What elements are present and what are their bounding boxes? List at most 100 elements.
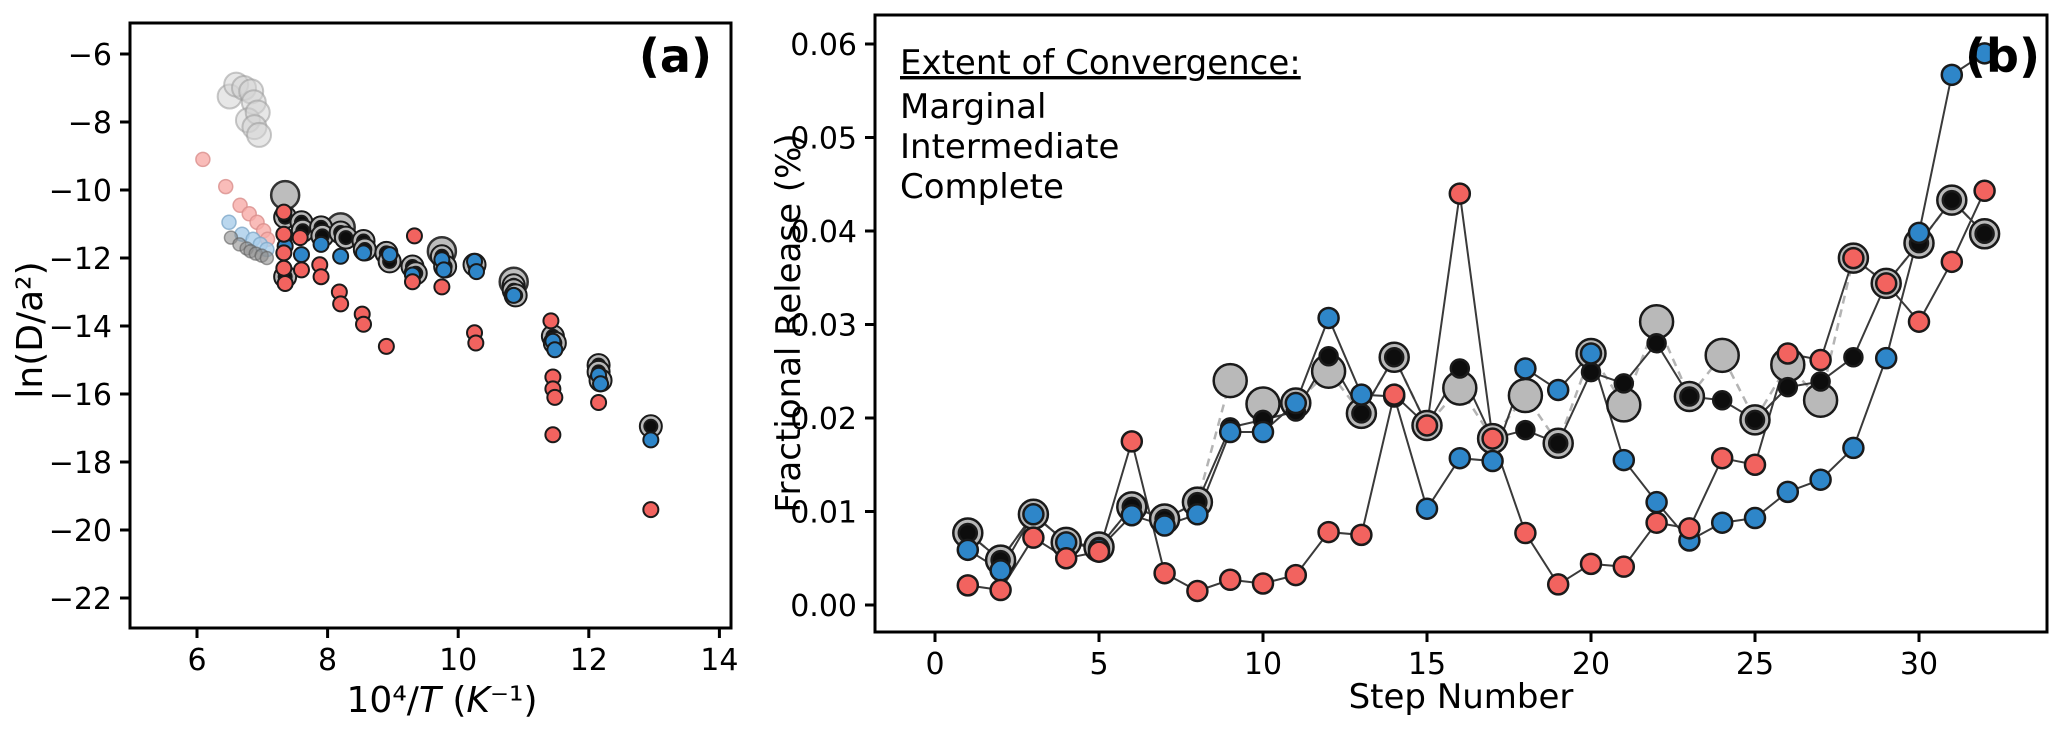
panel-a-y-tick-label: −14 (49, 310, 112, 345)
series-a-faded-large-gray (216, 71, 273, 148)
panel-a-y-tick-label: −16 (49, 378, 112, 413)
data-point-intermediate (1514, 357, 1537, 380)
data-point-intermediate (332, 247, 350, 265)
panel-a-x-tick-label: 10 (439, 643, 477, 678)
series-a-faded-complete (223, 230, 275, 266)
panel-b-x-tick-label: 30 (1900, 647, 1938, 682)
series-a-faded-marginal (195, 151, 276, 248)
data-point-marginal (1120, 430, 1144, 453)
data-point-marginal (989, 578, 1012, 602)
series-a-intermediate (276, 227, 660, 449)
legend: Extent of Convergence: Marginal Intermed… (900, 43, 1301, 207)
data-point-marginal (1382, 383, 1406, 406)
panel-b-y-axis-title: Fractional Release (%) (769, 133, 809, 512)
data-point-intermediate (1218, 420, 1242, 444)
data-point-marginal (956, 574, 980, 597)
data-point-marginal (642, 501, 660, 519)
data-point-intermediate (1645, 490, 1668, 514)
series-b-marginal (956, 179, 1996, 603)
data-point-intermediate (1481, 449, 1504, 473)
data-point-marginal (1579, 552, 1603, 576)
legend-item-marginal: Marginal (900, 87, 1046, 127)
data-point-marginal (1907, 310, 1931, 333)
data-point-complete (1318, 346, 1339, 367)
panel-b-y-tick-label: 0.01 (790, 496, 857, 531)
data-point-intermediate (1284, 391, 1308, 415)
panel-a-x-axis-title: 10⁴/T (K⁻¹) (347, 680, 538, 721)
data-point-marginal (546, 388, 564, 406)
data-point-intermediate (956, 538, 980, 562)
data-point-faded-intermediate (221, 214, 237, 231)
data-point-intermediate (1973, 42, 1996, 65)
data-point-marginal (1940, 250, 1964, 274)
data-point-marginal (1087, 540, 1111, 563)
data-point-intermediate (1350, 383, 1373, 406)
panel-b-y-tick-label: 0.06 (790, 28, 857, 63)
data-point-intermediate (1317, 306, 1340, 330)
data-point-marginal (275, 203, 293, 221)
data-point-marginal (292, 261, 310, 279)
data-point-marginal (1448, 182, 1472, 205)
panel-b-x-tick-label: 10 (1244, 647, 1282, 682)
data-point-intermediate (1120, 503, 1144, 527)
data-point-faded-marginal (195, 151, 211, 168)
data-point-complete (1547, 432, 1569, 454)
panel-a-y-tick-label: −22 (49, 582, 112, 617)
panel-b-y-tick-label: 0.03 (790, 309, 857, 344)
panel-a-y-tick-label: −6 (68, 38, 112, 73)
panel-b-x-axis-title: Step Number (1349, 677, 1574, 717)
legend-title: Extent of Convergence: (900, 43, 1301, 83)
panel-b-x-tick-label: 20 (1572, 647, 1610, 682)
data-point-complete (1711, 389, 1733, 411)
data-point-marginal (1350, 523, 1373, 547)
data-point-faded-complete (259, 250, 275, 266)
data-point-marginal (1153, 561, 1176, 585)
data-point-marginal (355, 315, 373, 333)
panel-b-y-tick-label: 0.04 (790, 215, 857, 250)
data-point-complete (1613, 373, 1635, 394)
data-point-intermediate (1186, 503, 1209, 526)
data-point-marginal (332, 295, 350, 313)
data-point-complete (1810, 371, 1831, 392)
data-point-marginal (433, 278, 451, 296)
panel-b-x-tick-label: 15 (1408, 647, 1446, 682)
data-point-gray-large (1212, 362, 1248, 399)
data-point-marginal (1186, 579, 1209, 603)
data-point-marginal (1842, 246, 1865, 270)
data-point-marginal (1678, 517, 1701, 540)
panel-a-x-tick-label: 6 (187, 643, 206, 678)
panel-b-y-tick-label: 0.05 (790, 122, 857, 157)
data-point-marginal (1546, 573, 1570, 596)
data-point-complete (1383, 346, 1405, 368)
data-point-intermediate (505, 286, 523, 304)
data-point-intermediate (1251, 420, 1275, 444)
data-point-marginal (291, 229, 309, 247)
data-point-complete (1449, 358, 1471, 379)
panel-a-y-tick-label: −8 (68, 106, 112, 141)
data-point-marginal (1514, 521, 1537, 545)
panel-b-x-tick-label: 25 (1736, 647, 1774, 682)
data-point-marginal (1612, 555, 1636, 578)
data-point-intermediate (1448, 446, 1472, 470)
data-point-marginal (1743, 453, 1767, 476)
panel-b-y-tick-label: 0.02 (790, 402, 857, 437)
data-point-complete (1351, 403, 1372, 424)
data-point-marginal (403, 273, 421, 291)
data-point-intermediate (292, 246, 310, 264)
series-b-complete (957, 189, 1995, 571)
data-point-intermediate (1874, 346, 1898, 370)
data-point-marginal (1251, 572, 1275, 595)
data-point-intermediate (546, 341, 564, 359)
panel-a-y-axis-title: ln(D/a²) (10, 261, 51, 398)
data-point-intermediate (435, 261, 453, 279)
data-point-intermediate (1415, 497, 1439, 520)
data-point-complete (1515, 419, 1536, 441)
data-point-marginal (1415, 414, 1439, 437)
data-point-marginal (544, 426, 562, 444)
data-point-intermediate (592, 375, 610, 393)
data-point-intermediate (989, 559, 1012, 582)
data-point-marginal (1973, 179, 1996, 203)
panel-a-y-tick-label: −20 (49, 514, 112, 549)
data-point-marginal (312, 268, 330, 286)
panel-b-plot-area: 0 5 10 15 20 25 30 0.00 0.01 0.02 0.03 0.04 0.05 0.06 (790, 13, 2049, 682)
